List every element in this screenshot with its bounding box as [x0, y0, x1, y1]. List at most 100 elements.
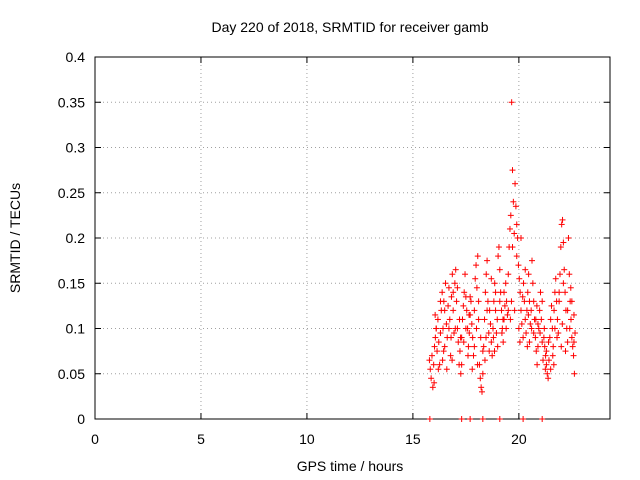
data-point [558, 221, 565, 228]
x-tick-label: 0 [91, 431, 99, 447]
data-point [507, 316, 514, 323]
data-point [518, 320, 525, 327]
data-point [490, 298, 497, 305]
data-point [441, 307, 448, 314]
data-point [473, 284, 480, 291]
data-point [515, 262, 522, 269]
data-point [462, 271, 469, 278]
data-point [439, 325, 446, 332]
y-tick-label: 0.15 [58, 275, 85, 291]
data-point [532, 316, 539, 323]
data-point [505, 307, 512, 314]
data-point [431, 343, 438, 350]
data-point [556, 298, 563, 305]
data-point [428, 352, 435, 359]
data-point [560, 239, 567, 246]
data-point [445, 302, 452, 309]
data-point [551, 307, 558, 314]
data-point [562, 348, 569, 355]
data-point [443, 366, 450, 373]
data-point [466, 330, 473, 337]
data-point [481, 316, 488, 323]
data-point [540, 357, 547, 364]
data-point [554, 334, 561, 341]
data-point [485, 330, 492, 337]
data-point [461, 289, 468, 296]
baseline-point [539, 416, 546, 422]
data-point [511, 230, 518, 237]
data-point [501, 302, 508, 309]
data-point [469, 366, 476, 373]
data-point [522, 316, 529, 323]
data-point [493, 330, 500, 337]
data-point [434, 316, 441, 323]
data-point [450, 289, 457, 296]
x-tick-label: 10 [299, 431, 315, 447]
data-point [564, 307, 571, 314]
data-points [426, 99, 579, 422]
data-point [468, 320, 475, 327]
chart-title: Day 220 of 2018, SRMTID for receiver gam… [211, 19, 488, 35]
data-point [529, 257, 536, 264]
data-point [501, 289, 508, 296]
data-point [469, 334, 476, 341]
data-point [475, 298, 482, 305]
data-point [569, 343, 576, 350]
data-point [534, 320, 541, 327]
data-point [460, 302, 467, 309]
data-point [457, 334, 464, 341]
data-point [483, 334, 490, 341]
data-point [513, 253, 520, 260]
data-point [509, 167, 516, 174]
data-point [458, 361, 465, 368]
data-point [541, 343, 548, 350]
data-point [551, 325, 558, 332]
data-point [466, 311, 473, 318]
y-tick-label: 0.05 [58, 366, 85, 382]
data-point [555, 330, 562, 337]
data-point [453, 298, 460, 305]
data-point [490, 334, 497, 341]
data-point [566, 271, 573, 278]
data-point [508, 298, 515, 305]
data-point [508, 99, 515, 106]
data-point [480, 343, 487, 350]
data-point [545, 339, 552, 346]
data-point [435, 366, 442, 373]
data-point [516, 275, 523, 282]
data-point [522, 266, 529, 273]
data-point [502, 280, 509, 287]
data-point [530, 298, 537, 305]
plot-frame [94, 56, 611, 420]
data-point [545, 357, 552, 364]
data-point [452, 266, 459, 273]
data-point [561, 266, 568, 273]
data-point [475, 316, 482, 323]
data-point [568, 334, 575, 341]
data-point [570, 339, 577, 346]
data-point [473, 325, 480, 332]
data-point [515, 325, 522, 332]
data-point [482, 289, 489, 296]
data-point [517, 235, 524, 241]
data-point [512, 203, 519, 210]
data-point [460, 339, 467, 346]
data-point [556, 289, 563, 296]
data-point [492, 307, 499, 314]
data-point [542, 352, 549, 359]
data-point [495, 244, 502, 251]
data-point [432, 311, 439, 318]
data-point [527, 320, 534, 327]
data-point [506, 225, 513, 232]
data-point [474, 361, 481, 368]
baseline-point [520, 416, 527, 422]
x-axis-label: GPS time / hours [297, 458, 404, 474]
baseline-point [479, 416, 486, 422]
data-point [547, 316, 554, 323]
data-point [462, 325, 469, 332]
data-point [442, 280, 449, 287]
data-point [479, 348, 486, 355]
data-point [509, 244, 516, 251]
data-point [431, 379, 438, 386]
